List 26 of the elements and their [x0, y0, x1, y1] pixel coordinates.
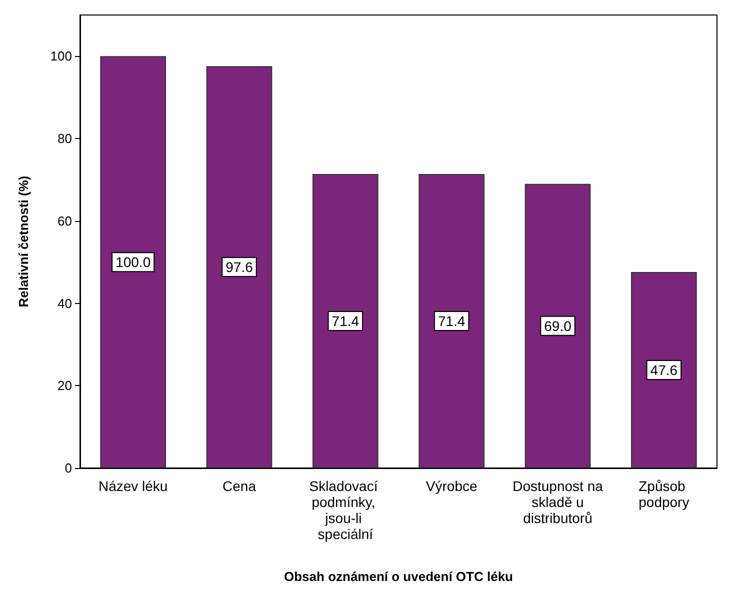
- y-tick-label: 0: [64, 460, 72, 476]
- bar: [524, 184, 591, 468]
- data-label: 100.0: [116, 254, 151, 270]
- x-tick-label: Skladovací podmínky, jsou-li speciální: [309, 478, 382, 542]
- data-label: 71.4: [332, 312, 360, 329]
- data-label: 97.6: [226, 259, 254, 276]
- x-tick-label: Název léku: [98, 478, 168, 494]
- y-tick-label: 20: [58, 378, 72, 394]
- y-axis-title: Relativní četnosti (%): [16, 176, 31, 308]
- x-tick-label: Dostupnost na skladě u distributorů: [512, 478, 604, 526]
- bar: [418, 174, 484, 468]
- bar: [206, 66, 272, 468]
- y-tick-label: 80: [58, 131, 72, 146]
- data-label: 47.6: [650, 362, 678, 378]
- x-axis-title: Obsah oznámení o uvedení OTC léku: [284, 569, 514, 584]
- data-label: 69.0: [544, 318, 572, 334]
- bar: [312, 174, 378, 468]
- x-tick-label: Výrobce: [426, 478, 478, 494]
- y-tick-label: 60: [58, 213, 72, 228]
- data-label: 71.4: [438, 312, 466, 329]
- bar: [100, 56, 166, 468]
- x-tick-label: Způsob podpory: [638, 478, 690, 510]
- y-tick-label: 100: [50, 48, 72, 64]
- bar: [631, 272, 697, 468]
- y-tick-label: 40: [58, 296, 72, 311]
- x-tick-label: Cena: [222, 478, 256, 494]
